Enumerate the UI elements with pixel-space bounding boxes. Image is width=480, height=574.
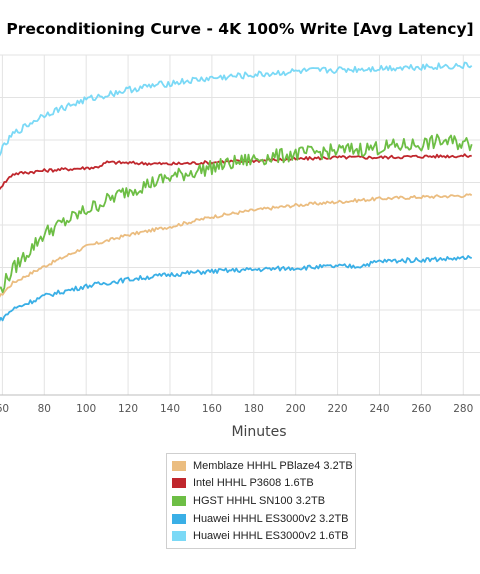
- x-tick-label-200: 200: [286, 403, 306, 415]
- legend-swatch: [172, 513, 186, 524]
- legend-swatch: [172, 478, 186, 489]
- series-line-1: [0, 193, 473, 298]
- x-tick-label-60: 60: [0, 403, 9, 415]
- series-line-3: [0, 133, 473, 294]
- x-tick-label-120: 120: [118, 403, 138, 415]
- x-tick-label-240: 240: [369, 403, 389, 415]
- x-tick-label-100: 100: [76, 403, 96, 415]
- grid-lines: [0, 54, 480, 396]
- legend-label: HGST HHHL SN100 3.2TB: [193, 494, 326, 507]
- x-axis-label: Minutes: [231, 424, 287, 440]
- x-tick-label-260: 260: [411, 403, 431, 415]
- x-tick-labels: 60 80 100 120 140 160 180 200 220 240 260 280: [0, 403, 473, 415]
- legend-label: Intel HHHL P3608 1.6TB: [193, 477, 314, 490]
- series-lines: [0, 61, 473, 322]
- legend-item-4: Huawei HHHL ES3000v2 3.2TB: [167, 510, 355, 528]
- x-tick-label-180: 180: [244, 403, 264, 415]
- x-tick-label-80: 80: [38, 403, 51, 415]
- series-line-5: [0, 61, 473, 157]
- series-line-4: [0, 254, 473, 322]
- x-tick-label-140: 140: [160, 403, 180, 415]
- legend-label: Memblaze HHHL PBlaze4 3.2TB: [193, 459, 353, 472]
- legend-label: Huawei HHHL ES3000v2 3.2TB: [193, 512, 349, 525]
- x-tick-label-160: 160: [202, 403, 222, 415]
- legend-item-5: Huawei HHHL ES3000v2 1.6TB: [167, 527, 355, 545]
- legend: Memblaze HHHL PBlaze4 3.2TB Intel HHHL P3…: [166, 453, 356, 549]
- legend-swatch: [172, 531, 186, 542]
- x-tick-label-280: 280: [453, 403, 473, 415]
- legend-label: Huawei HHHL ES3000v2 1.6TB: [193, 530, 349, 543]
- chart-title: Preconditioning Curve - 4K 100% Write [A…: [6, 20, 474, 38]
- legend-swatch: [172, 460, 186, 471]
- legend-swatch: [172, 495, 186, 506]
- legend-item-2: Intel HHHL P3608 1.6TB: [167, 475, 355, 493]
- legend-item-3: HGST HHHL SN100 3.2TB: [167, 492, 355, 510]
- legend-item-1: Memblaze HHHL PBlaze4 3.2TB: [167, 457, 355, 475]
- plot-area: 60 80 100 120 140 160 180 200 220 240 260 280: [0, 54, 480, 415]
- x-tick-label-220: 220: [328, 403, 348, 415]
- series-line-2: [0, 153, 472, 191]
